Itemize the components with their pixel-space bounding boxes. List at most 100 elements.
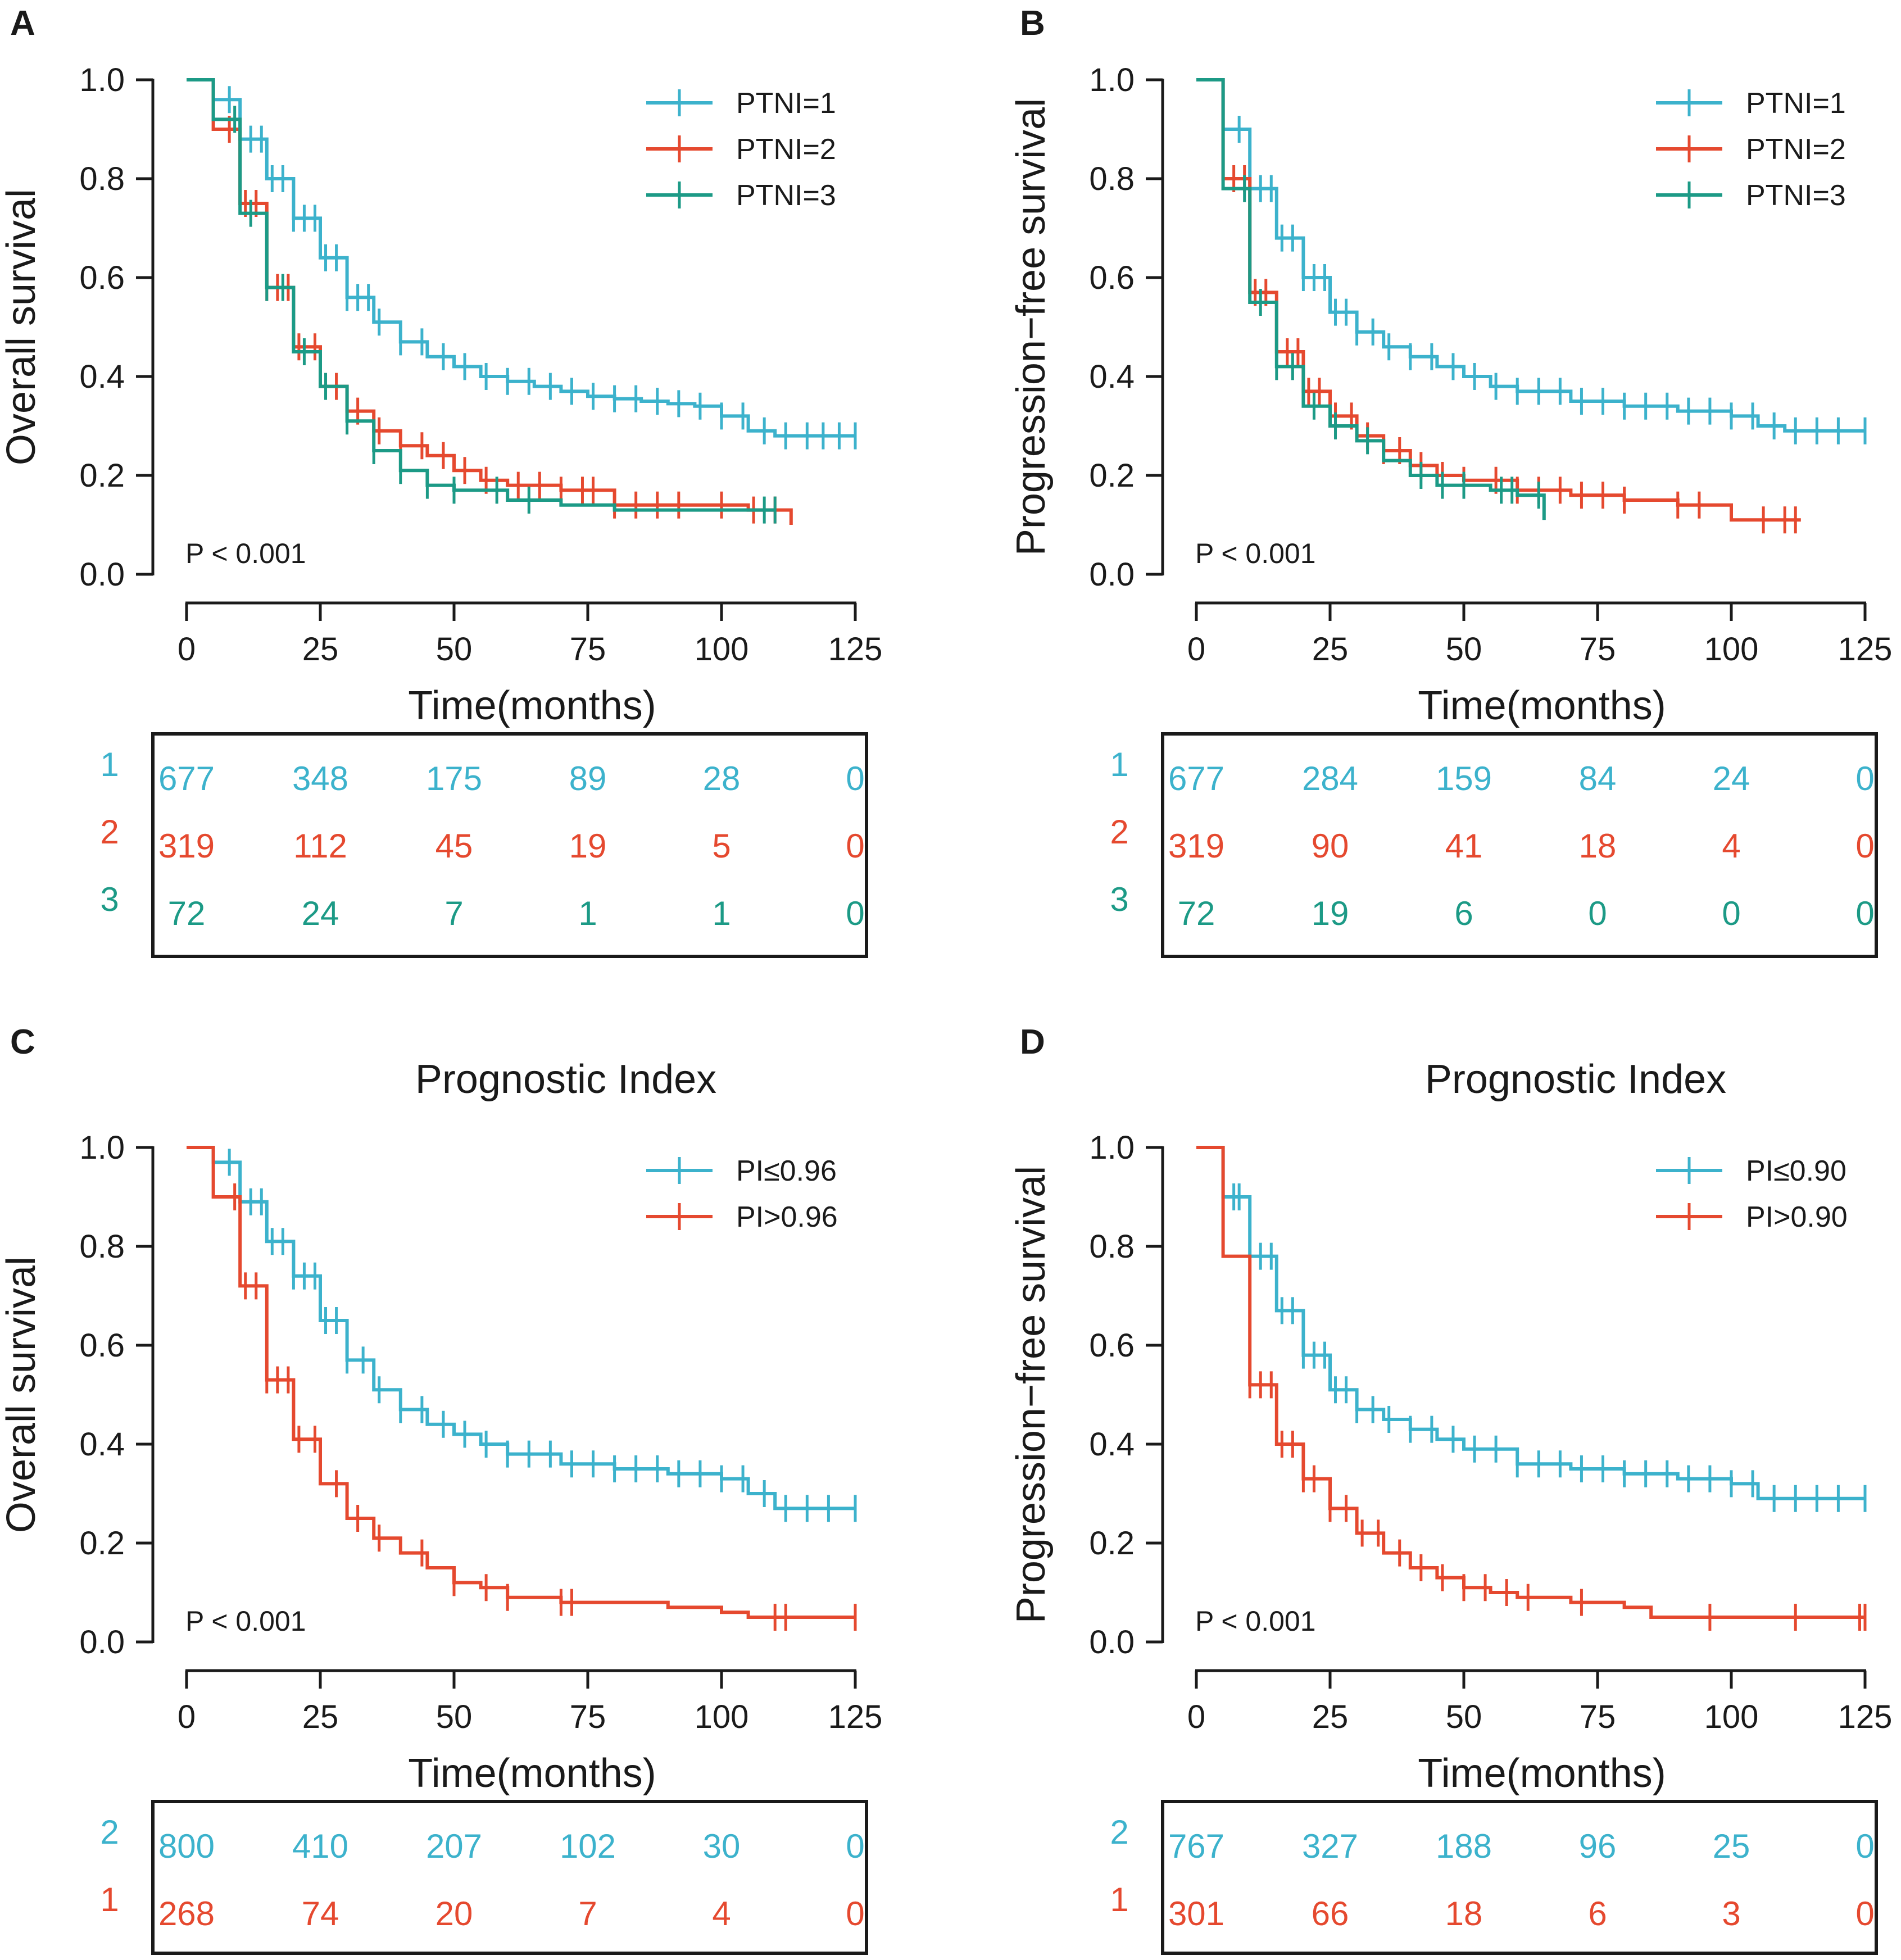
x-tick-label: 0 bbox=[1187, 1699, 1205, 1735]
y-tick-label: 1.0 bbox=[1089, 1129, 1135, 1166]
risk-count: 0 bbox=[846, 827, 864, 865]
risk-count: 19 bbox=[569, 827, 607, 865]
risk-count: 6 bbox=[1588, 1895, 1607, 1932]
y-tick-label: 1.0 bbox=[1089, 62, 1135, 98]
survival-curve bbox=[1196, 1146, 1865, 1500]
legend-label: PTNI=1 bbox=[736, 87, 836, 120]
survival-curve bbox=[1196, 78, 1546, 520]
series-1 bbox=[1196, 1146, 1867, 1512]
risk-count: 24 bbox=[302, 895, 339, 932]
risk-count: 112 bbox=[293, 827, 347, 865]
p-value: P < 0.001 bbox=[1195, 538, 1316, 569]
p-value: P < 0.001 bbox=[185, 538, 306, 569]
x-tick-label: 50 bbox=[1446, 1699, 1482, 1735]
x-tick-label: 100 bbox=[695, 631, 749, 668]
y-tick-label: 0.8 bbox=[1089, 1228, 1135, 1265]
y-tick-label: 0.4 bbox=[79, 1426, 125, 1463]
risk-count: 18 bbox=[1579, 827, 1617, 865]
risk-count: 0 bbox=[1722, 895, 1740, 932]
legend-label: PI≤0.90 bbox=[1746, 1155, 1846, 1187]
x-axis-label: Time(months) bbox=[1418, 683, 1666, 728]
risk-count: 84 bbox=[1579, 760, 1617, 797]
panel-a: A0.00.20.40.60.81.00 25 50 75 100 125Time(mon… bbox=[0, 4, 882, 958]
x-tick-label: 75 bbox=[570, 1699, 606, 1735]
panel-letter: D bbox=[1020, 1023, 1045, 1061]
survival-curve bbox=[1196, 78, 1865, 433]
risk-count: 319 bbox=[1168, 827, 1224, 865]
risk-strata-label: 2 bbox=[100, 813, 119, 851]
series-1 bbox=[1196, 78, 1867, 444]
risk-count: 72 bbox=[1178, 895, 1215, 932]
legend-label: PTNI=3 bbox=[1746, 179, 1846, 212]
legend-label: PTNI=2 bbox=[736, 133, 836, 166]
x-tick-label: 125 bbox=[1838, 1699, 1893, 1735]
x-tick-label: 25 bbox=[302, 631, 339, 668]
risk-strata-label: 2 bbox=[1110, 813, 1128, 851]
x-tick-label: 100 bbox=[1704, 631, 1759, 668]
series-3 bbox=[1196, 78, 1546, 520]
p-value: P < 0.001 bbox=[1195, 1605, 1316, 1637]
panel-b: B0.00.20.40.60.81.00 25 50 75 100 125Time(mon… bbox=[1009, 4, 1893, 958]
risk-count: 45 bbox=[435, 827, 473, 865]
x-tick-label: 0 bbox=[1187, 631, 1205, 668]
risk-count: 7 bbox=[444, 895, 463, 932]
risk-count: 5 bbox=[712, 827, 731, 865]
x-tick-label: 50 bbox=[436, 1699, 473, 1735]
x-tick-label: 75 bbox=[1580, 631, 1616, 668]
legend-label: PI≤0.96 bbox=[736, 1155, 837, 1187]
legend-label: PTNI=1 bbox=[1746, 87, 1846, 120]
x-tick-label: 125 bbox=[1838, 631, 1893, 668]
y-tick-label: 0.8 bbox=[79, 1228, 125, 1265]
risk-count: 348 bbox=[292, 760, 348, 797]
x-tick-label: 0 bbox=[178, 631, 196, 668]
risk-count: 1 bbox=[578, 895, 597, 932]
legend-label: PTNI=2 bbox=[1746, 133, 1846, 166]
y-tick-label: 1.0 bbox=[79, 62, 125, 98]
x-tick-label: 75 bbox=[570, 631, 606, 668]
x-axis-label: Time(months) bbox=[1418, 1751, 1666, 1796]
risk-count: 1 bbox=[712, 895, 731, 932]
x-tick-label: 100 bbox=[695, 1699, 749, 1735]
x-tick-label: 100 bbox=[1704, 1699, 1759, 1735]
risk-count: 18 bbox=[1445, 1895, 1483, 1932]
risk-strata-label: 1 bbox=[100, 1881, 119, 1918]
y-tick-label: 1.0 bbox=[79, 1129, 125, 1166]
risk-count: 188 bbox=[1436, 1827, 1492, 1865]
y-tick-label: 0.4 bbox=[1089, 359, 1135, 395]
panel-letter: B bbox=[1020, 4, 1045, 43]
risk-strata-label: 3 bbox=[100, 881, 119, 918]
risk-strata-label: 2 bbox=[1110, 1813, 1128, 1851]
risk-count: 284 bbox=[1302, 760, 1358, 797]
legend-label: PI>0.90 bbox=[1746, 1201, 1848, 1233]
risk-count: 20 bbox=[435, 1895, 473, 1932]
risk-count: 0 bbox=[1855, 895, 1874, 932]
x-tick-label: 0 bbox=[178, 1699, 196, 1735]
risk-count: 41 bbox=[1445, 827, 1483, 865]
risk-count: 102 bbox=[560, 1827, 616, 1865]
panel-letter: C bbox=[10, 1023, 35, 1061]
risk-count: 3 bbox=[1722, 1895, 1740, 1932]
risk-count: 0 bbox=[1855, 1827, 1874, 1865]
risk-table-frame bbox=[1161, 1800, 1878, 1955]
risk-count: 319 bbox=[158, 827, 215, 865]
y-tick-label: 0.0 bbox=[1089, 556, 1135, 593]
risk-table-frame bbox=[1161, 732, 1878, 958]
risk-count: 175 bbox=[426, 760, 482, 797]
y-axis-label: Progression−free survival bbox=[1009, 98, 1054, 556]
risk-count: 19 bbox=[1312, 895, 1349, 932]
y-tick-label: 0.6 bbox=[79, 1327, 125, 1364]
y-tick-label: 0.2 bbox=[79, 457, 125, 494]
risk-count: 268 bbox=[158, 1895, 215, 1932]
risk-count: 4 bbox=[712, 1895, 731, 1932]
x-tick-label: 125 bbox=[828, 1699, 883, 1735]
risk-count: 301 bbox=[1168, 1895, 1224, 1932]
x-tick-label: 50 bbox=[436, 631, 473, 668]
risk-count: 159 bbox=[1436, 760, 1492, 797]
risk-count: 90 bbox=[1312, 827, 1349, 865]
risk-count: 0 bbox=[1855, 760, 1874, 797]
panel-d: D Prognostic Index 0.0 0.2 0.4 0.6 0.8 1.0 0 25 50… bbox=[1009, 1023, 1893, 1955]
risk-strata-label: 3 bbox=[1110, 881, 1128, 918]
risk-count: 74 bbox=[302, 1895, 339, 1932]
survival-curve bbox=[1196, 1146, 1865, 1619]
